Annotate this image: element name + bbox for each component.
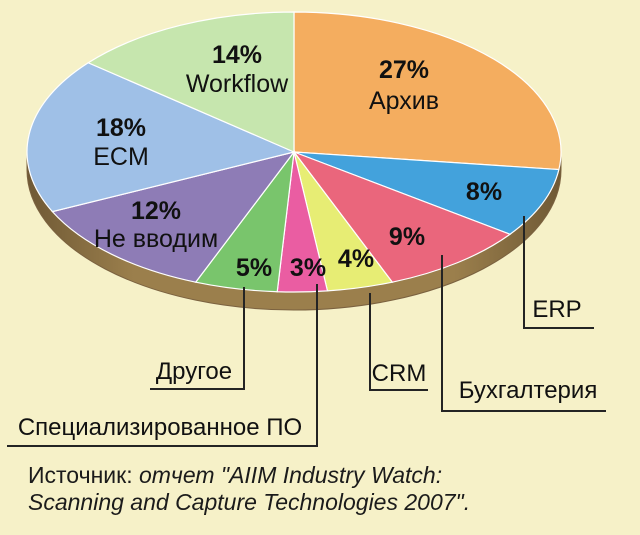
leader-line-crm [369,293,428,391]
leader-line-accounting [441,255,606,412]
slice-value-specialized: 3% [290,254,326,282]
slice-label-not_introducing: Не вводим [94,225,218,253]
source-report-line-2: Scanning and Capture Technologies 2007". [28,489,471,515]
source-note: Источник: отчет "AIIM Industry Watch: Sc… [28,462,618,516]
external-label-crm: CRM [372,360,427,387]
external-label-accounting: Бухгалтерия [459,377,598,404]
external-label-erp: ERP [532,296,581,323]
external-label-specialized: Специализированное ПО [18,414,302,441]
external-label-other: Другое [156,358,232,385]
slice-value-archive: 27% [379,56,429,84]
source-prefix: Источник: [28,462,139,488]
slice-value-accounting: 9% [389,223,425,251]
source-line-1: Источник: отчет "AIIM Industry Watch: [28,462,618,489]
slice-value-workflow: 14% [212,41,262,69]
slice-label-archive: Архив [369,87,439,115]
slice-label-ecm: ECM [93,143,149,171]
pie-slice-archive [293,11,562,171]
slice-value-other: 5% [236,254,272,282]
pie-slice-ecm [26,62,296,213]
pie-slice-not_introducing [51,151,296,283]
slice-label-workflow: Workflow [186,70,289,98]
leader-line-specialized [7,284,318,447]
leader-line-erp [523,216,594,329]
pie-slice-workflow [86,11,295,153]
leader-line-other [150,287,245,390]
pie-slice-erp [293,151,560,235]
slice-value-erp: 8% [466,178,502,206]
slice-value-ecm: 18% [96,114,146,142]
slice-value-not_introducing: 12% [131,197,181,225]
source-report-line-1: отчет "AIIM Industry Watch: [138,462,443,488]
slice-value-crm: 4% [338,245,374,273]
pie-slice-accounting [292,150,512,283]
